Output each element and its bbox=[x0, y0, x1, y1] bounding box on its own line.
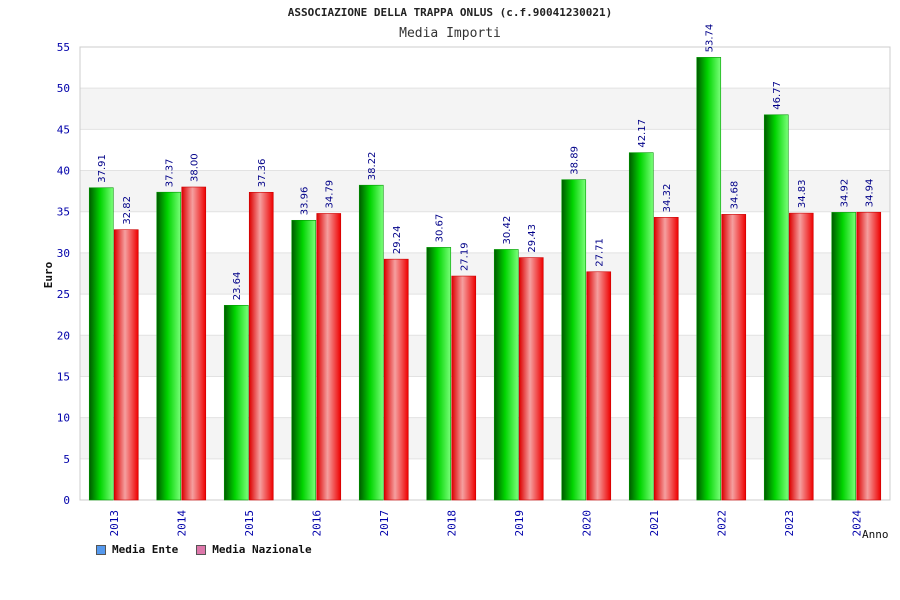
bar-media-ente bbox=[426, 247, 452, 501]
x-tick-label: 2018 bbox=[445, 510, 458, 537]
x-tick-label: 2022 bbox=[715, 510, 728, 537]
plot-band bbox=[80, 335, 890, 377]
chart-title: ASSOCIAZIONE DELLA TRAPPA ONLUS (c.f.900… bbox=[287, 6, 613, 19]
bar-media-nazionale bbox=[586, 271, 612, 501]
y-tick-label: 25 bbox=[57, 288, 70, 301]
y-tick-label: 15 bbox=[57, 370, 70, 383]
value-label-media-nazionale: 29.43 bbox=[527, 224, 538, 253]
value-label-media-nazionale: 34.79 bbox=[325, 180, 336, 209]
value-label-media-ente: 33.96 bbox=[300, 187, 311, 216]
bar-media-nazionale bbox=[653, 217, 679, 501]
value-label-media-ente: 37.91 bbox=[97, 154, 108, 183]
value-label-media-ente: 34.92 bbox=[840, 179, 851, 208]
bar-media-nazionale bbox=[383, 258, 409, 501]
value-label-media-ente: 23.64 bbox=[232, 272, 243, 301]
x-tick-label: 2013 bbox=[108, 510, 121, 537]
value-label-media-nazionale: 32.82 bbox=[122, 196, 133, 225]
plot-bands bbox=[80, 88, 890, 459]
x-tick-label: 2017 bbox=[378, 510, 391, 537]
bar-media-ente bbox=[358, 184, 384, 501]
chart-subtitle: Media Importi bbox=[399, 26, 501, 41]
y-axis-label: Euro bbox=[42, 261, 55, 288]
x-tick-label: 2023 bbox=[783, 510, 796, 537]
bar-media-ente bbox=[493, 249, 519, 501]
y-tick-label: 30 bbox=[57, 247, 70, 260]
bar-media-nazionale bbox=[788, 212, 814, 501]
value-label-media-ente: 42.17 bbox=[637, 119, 648, 148]
legend-item-media-nazionale: Media Nazionale bbox=[196, 543, 312, 556]
value-label-media-nazionale: 34.68 bbox=[730, 181, 741, 210]
bar-media-ente bbox=[156, 191, 182, 501]
bar-media-ente bbox=[561, 179, 587, 501]
value-label-media-nazionale: 37.36 bbox=[257, 159, 268, 188]
y-tick-label: 20 bbox=[57, 329, 70, 342]
plot-band bbox=[80, 170, 890, 212]
value-label-media-ente: 30.42 bbox=[502, 216, 513, 245]
x-tick-label: 2015 bbox=[243, 510, 256, 537]
bar-media-ente bbox=[696, 57, 722, 501]
y-tick-label: 5 bbox=[63, 453, 70, 466]
plot-band bbox=[80, 252, 890, 295]
plot-band bbox=[80, 417, 890, 459]
value-labels: 37.91 32.82 37.37 38.00 23.64 37.36 33.96 34.79… bbox=[97, 24, 876, 301]
x-tick-label: 2021 bbox=[648, 510, 661, 537]
y-axis: 0 5 10 15 20 25 30 35 40 45 50 55 bbox=[57, 41, 70, 507]
value-label-media-nazionale: 34.94 bbox=[865, 179, 876, 208]
x-tick-label: 2016 bbox=[310, 510, 323, 537]
legend-swatch-media-ente bbox=[96, 544, 106, 555]
value-label-media-nazionale: 27.19 bbox=[460, 242, 471, 271]
y-tick-label: 10 bbox=[57, 412, 70, 425]
plot-frame bbox=[79, 46, 891, 501]
bar-media-ente bbox=[291, 219, 317, 501]
value-label-media-nazionale: 34.83 bbox=[797, 179, 808, 208]
value-label-media-ente: 38.22 bbox=[367, 152, 378, 181]
bar-media-nazionale bbox=[181, 186, 207, 501]
x-axis: 2013 2014 2015 2016 2017 2018 2019 2020 2021 2022… bbox=[108, 510, 864, 537]
bar-media-nazionale bbox=[316, 213, 342, 501]
legend-label-media-ente: Media Ente bbox=[112, 543, 179, 556]
bar-media-nazionale bbox=[248, 191, 274, 501]
value-label-media-ente: 53.74 bbox=[705, 24, 716, 53]
bar-media-ente bbox=[628, 152, 654, 501]
bar-media-nazionale bbox=[113, 229, 139, 501]
x-tick-label: 2020 bbox=[580, 510, 593, 537]
plot-band bbox=[80, 88, 890, 130]
bar-media-nazionale bbox=[721, 214, 747, 501]
bar-media-nazionale bbox=[856, 211, 882, 501]
x-tick-label: 2019 bbox=[513, 510, 526, 537]
y-tick-label: 0 bbox=[63, 494, 70, 507]
y-tick-label: 35 bbox=[57, 206, 70, 219]
x-tick-label: 2024 bbox=[850, 510, 863, 537]
bar-media-ente bbox=[88, 187, 114, 501]
legend-swatch-media-nazionale bbox=[196, 544, 207, 555]
y-tick-label: 50 bbox=[57, 82, 70, 95]
legend: Media Ente Media Nazionale bbox=[96, 543, 312, 556]
legend-item-media-ente: Media Ente bbox=[96, 543, 178, 556]
value-label-media-nazionale: 38.00 bbox=[190, 153, 201, 182]
value-label-media-ente: 30.67 bbox=[435, 214, 446, 243]
value-label-media-ente: 46.77 bbox=[772, 81, 783, 110]
bar-media-ente bbox=[763, 114, 789, 501]
value-label-media-nazionale: 29.24 bbox=[392, 226, 403, 255]
y-tick-label: 45 bbox=[57, 123, 70, 136]
y-tick-label: 40 bbox=[57, 165, 70, 178]
value-label-media-nazionale: 34.32 bbox=[662, 184, 673, 213]
bar-media-nazionale bbox=[518, 257, 544, 501]
y-tick-label: 55 bbox=[57, 41, 70, 54]
value-label-media-ente: 37.37 bbox=[165, 159, 176, 188]
bar-media-ente bbox=[223, 304, 249, 501]
bars bbox=[88, 57, 882, 501]
x-tick-label: 2014 bbox=[175, 510, 188, 537]
bar-media-nazionale bbox=[451, 275, 477, 501]
legend-label-media-nazionale: Media Nazionale bbox=[212, 543, 312, 556]
value-label-media-ente: 38.89 bbox=[570, 146, 581, 175]
x-axis-label: Anno bbox=[862, 528, 889, 541]
value-label-media-nazionale: 27.71 bbox=[595, 238, 606, 267]
bar-media-ente bbox=[831, 212, 857, 501]
